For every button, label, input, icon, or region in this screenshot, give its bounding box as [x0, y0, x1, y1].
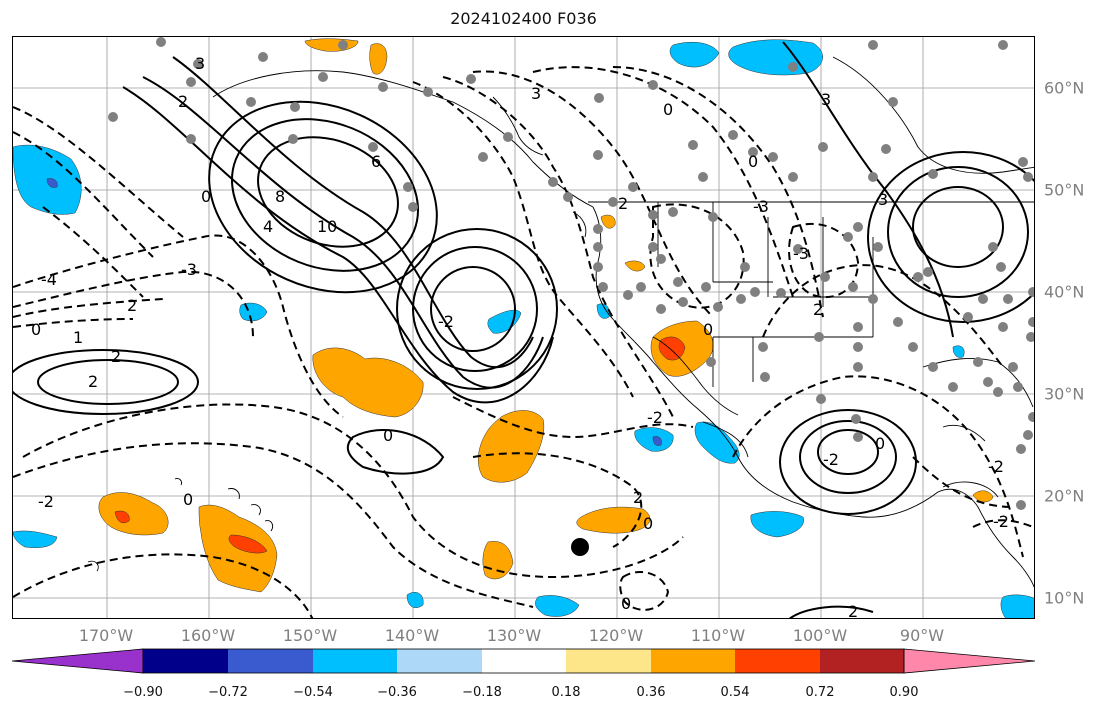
lon-label: 150°W	[282, 626, 338, 645]
lon-label: 120°W	[588, 626, 644, 645]
contour-labels: 3 2 0 8 10 6 4 -4 -3 2 0 1 2 2 0 -2 0 -2…	[31, 54, 1009, 619]
contour-label: 2	[618, 194, 628, 213]
contour-label: -2	[38, 492, 54, 511]
lat-label: 60°N	[1044, 78, 1085, 98]
positive-contours	[13, 41, 1034, 618]
negative-contours	[13, 66, 1034, 618]
lon-label: 130°W	[486, 626, 542, 645]
contour-label: 0	[643, 514, 653, 533]
contour-label: 2	[88, 372, 98, 391]
map-title: 2024102400 F036	[450, 9, 597, 28]
contour-label: 3	[821, 90, 831, 109]
contour-label: -2	[823, 450, 839, 469]
colorbar-tick-label: 0.54	[720, 685, 750, 700]
contour-label: -3	[753, 197, 769, 216]
contour-label: 0	[31, 320, 41, 339]
contour-label: 0	[183, 490, 193, 509]
colorbar-segment	[651, 649, 735, 673]
coastlines	[87, 56, 1034, 588]
colorbar-segment	[820, 649, 904, 673]
contour-label: 1	[73, 328, 83, 347]
contour-label: 8	[275, 187, 285, 206]
colorbar-tick-label: 0.18	[551, 685, 581, 700]
lon-label: 140°W	[384, 626, 440, 645]
storm-marker-dot	[571, 538, 589, 556]
contour-label: -3	[181, 260, 197, 279]
contour-label: -4	[41, 270, 57, 289]
contour-label: -2	[438, 312, 454, 331]
contour-label: 3	[195, 54, 205, 73]
contour-label: 0	[875, 434, 885, 453]
lat-label: 10°N	[1044, 588, 1085, 608]
contour-label: -2	[647, 408, 663, 427]
colorbar-tick-label: −0.36	[377, 685, 417, 700]
colorbar-segment	[735, 649, 820, 673]
anomaly-fill	[13, 38, 1034, 618]
colorbar-segment	[313, 649, 397, 673]
contour-label: -2	[988, 457, 1004, 476]
contour-label: 4	[263, 217, 273, 236]
contour-label: 3	[531, 84, 541, 103]
contour-label: -2	[993, 512, 1009, 531]
colorbar-extend-high	[903, 648, 1036, 674]
colorbar-outline	[142, 648, 905, 674]
lon-label: 100°W	[792, 626, 848, 645]
contour-label: 2	[848, 602, 858, 619]
colorbar-tick-label: −0.90	[123, 685, 163, 700]
lon-label: 170°W	[78, 626, 134, 645]
colorbar-segment	[397, 649, 482, 673]
colorbar-segment	[482, 649, 566, 673]
colorbar-segment	[566, 649, 651, 673]
contour-label: 0	[201, 187, 211, 206]
contour-label: 0	[663, 100, 673, 119]
contour-label: 0	[383, 426, 393, 445]
contour-label: 2	[111, 347, 121, 366]
colorbar-tick-label: 0.36	[636, 685, 666, 700]
colorbar-segment	[228, 649, 313, 673]
lat-label: 40°N	[1044, 282, 1085, 302]
lat-label: 20°N	[1044, 486, 1085, 506]
contour-label: 3	[878, 190, 888, 209]
lat-label: 50°N	[1044, 180, 1085, 200]
station-dots	[108, 37, 1034, 510]
lon-label: 160°W	[180, 626, 236, 645]
contour-label: 0	[621, 594, 631, 613]
lat-label: 30°N	[1044, 384, 1085, 404]
contour-label: 10	[317, 217, 337, 236]
colorbar	[11, 648, 1036, 674]
contour-label: 0	[748, 152, 758, 171]
colorbar-tick-label: 0.72	[805, 685, 835, 700]
contour-label: 2	[178, 92, 188, 111]
map-panel: 3 2 0 8 10 6 4 -4 -3 2 0 1 2 2 0 -2 0 -2…	[12, 36, 1035, 619]
colorbar-tick-label: 0.90	[889, 685, 919, 700]
contour-label: 2	[813, 300, 823, 319]
contour-label: 2	[633, 488, 643, 507]
graticule	[13, 37, 1034, 618]
lon-label: 110°W	[690, 626, 746, 645]
colorbar-segment	[143, 649, 228, 673]
contour-label: 2	[127, 296, 137, 315]
colorbar-tick-label: −0.18	[462, 685, 502, 700]
contour-label: -3	[793, 244, 809, 263]
colorbar-tick-label: −0.54	[293, 685, 333, 700]
lon-label: 90°W	[899, 626, 945, 645]
contour-label: 6	[371, 152, 381, 171]
colorbar-tick-label: −0.72	[208, 685, 248, 700]
map-canvas: 3 2 0 8 10 6 4 -4 -3 2 0 1 2 2 0 -2 0 -2…	[13, 37, 1034, 619]
contour-label: 0	[703, 320, 713, 339]
colorbar-extend-low	[11, 648, 144, 674]
